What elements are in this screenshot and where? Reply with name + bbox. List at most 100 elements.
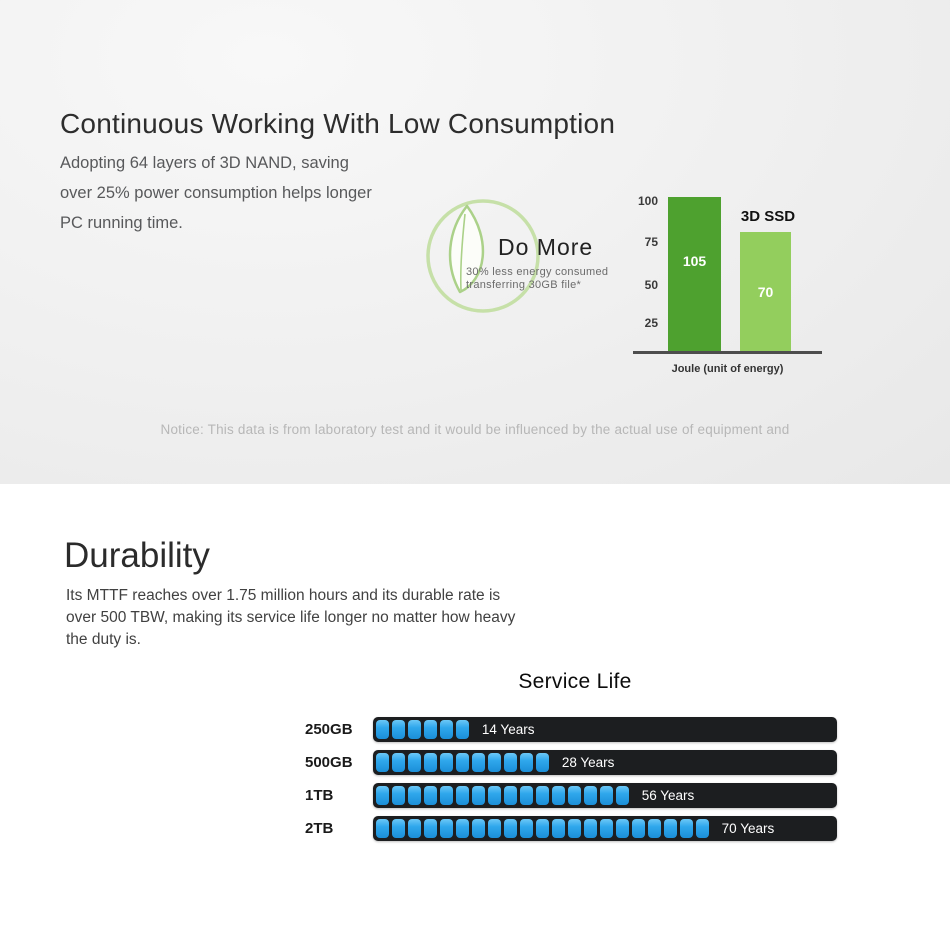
years-label: 56 Years [641, 788, 695, 803]
body-line: Adopting 64 layers of 3D NAND, saving [60, 154, 349, 172]
service-life-bar: 70 Years [373, 816, 837, 841]
battery-segment-icon [551, 819, 566, 838]
years-label: 14 Years [481, 722, 535, 737]
service-life-row: 1TB 56 Years [305, 783, 845, 808]
battery-segment-icon [439, 720, 454, 739]
do-more-badge: Do More 30% less energy consumed transfe… [420, 192, 620, 322]
durability-title: Durability [64, 536, 210, 575]
section-durability: Durability Its MTTF reaches over 1.75 mi… [0, 484, 950, 950]
capacity-label: 250GB [305, 721, 353, 738]
battery-segment-icon [391, 753, 406, 772]
body-line: over 500 TBW, making its service life lo… [66, 609, 516, 626]
battery-segment-icon [663, 819, 677, 838]
battery-segment-icon [519, 786, 534, 805]
body-line: Its MTTF reaches over 1.75 million hours… [66, 587, 501, 604]
battery-segment-icon [423, 720, 438, 739]
battery-segment-icon [503, 786, 518, 805]
battery-segment-icon [423, 819, 438, 838]
capacity-label: 1TB [305, 787, 334, 804]
battery-segment-icon [407, 753, 422, 772]
capacity-label: 2TB [305, 820, 334, 837]
body-line: the duty is. [66, 631, 141, 648]
service-life-chart: 250GB 14 Years 500GB 28 Years 1TB 56 Years 2TB… [305, 717, 845, 849]
energy-chart-ytick: 50 [644, 278, 658, 292]
battery-segment-icon [535, 819, 550, 838]
service-life-row: 500GB 28 Years [305, 750, 845, 775]
energy-chart-bar-value: 70 [757, 284, 774, 300]
section-body: Adopting 64 layers of 3D NAND, saving ov… [60, 148, 372, 238]
battery-segment-icon [615, 786, 629, 805]
service-life-row: 250GB 14 Years [305, 717, 845, 742]
battery-segment-icon [455, 819, 470, 838]
battery-segment-icon [391, 819, 406, 838]
battery-segment-icon [407, 786, 422, 805]
service-life-bar: 14 Years [373, 717, 837, 742]
battery-segment-icon [455, 720, 470, 739]
battery-segment-icon [695, 819, 709, 838]
body-line: PC running time. [60, 214, 183, 232]
years-label: 70 Years [721, 821, 775, 836]
battery-segment-icon [503, 819, 518, 838]
body-line: over 25% power consumption helps longer [60, 184, 372, 202]
battery-segment-icon [583, 786, 597, 805]
energy-chart-bar: 105 [668, 197, 721, 352]
energy-chart-bar: 70 [740, 232, 791, 352]
battery-segment-icon [471, 819, 486, 838]
service-life-bar: 56 Years [373, 783, 837, 808]
battery-segment-icon [439, 819, 454, 838]
years-label: 28 Years [561, 755, 615, 770]
section-title: Continuous Working With Low Consumption [60, 108, 616, 139]
do-more-headline: Do More [498, 234, 594, 260]
battery-segment-icon [631, 819, 645, 838]
section-low-consumption: Continuous Working With Low Consumption … [0, 0, 950, 484]
battery-segment-icon [376, 720, 390, 739]
battery-segment-icon [615, 819, 629, 838]
battery-segment-icon [487, 819, 502, 838]
battery-segment-icon [407, 819, 422, 838]
battery-segment-icon [487, 753, 502, 772]
battery-segment-icon [471, 753, 486, 772]
battery-segment-icon [519, 819, 534, 838]
energy-consumption-chart: 100 75 50 25 105 70 3D SSD Joule (unit of en… [633, 190, 825, 388]
battery-segment-icon [503, 753, 518, 772]
battery-segment-icon [647, 819, 661, 838]
energy-chart-x-label: Joule (unit of energy) [671, 363, 784, 375]
battery-segment-icon [376, 786, 390, 805]
battery-segment-icon [376, 753, 390, 772]
energy-chart-ytick: 25 [644, 316, 658, 330]
battery-segment-icon [423, 786, 438, 805]
battery-segment-icon [519, 753, 534, 772]
durability-body: Its MTTF reaches over 1.75 million hours… [66, 585, 515, 651]
battery-segment-icon [471, 786, 486, 805]
battery-segment-icon [567, 819, 581, 838]
battery-segment-icon [599, 786, 613, 805]
battery-segment-icon [455, 786, 470, 805]
battery-segment-icon [583, 819, 597, 838]
battery-segment-icon [391, 786, 406, 805]
battery-segment-icon [423, 753, 438, 772]
service-life-bar: 28 Years [373, 750, 837, 775]
battery-segment-icon [455, 753, 470, 772]
energy-chart-x-axis-line [633, 351, 822, 354]
battery-segment-icon [391, 720, 406, 739]
energy-chart-bar-value: 105 [682, 253, 707, 269]
battery-segment-icon [407, 720, 422, 739]
service-life-chart-title: Service Life [518, 670, 632, 693]
battery-segment-icon [551, 786, 566, 805]
service-life-row: 2TB 70 Years [305, 816, 845, 841]
battery-segment-icon [599, 819, 613, 838]
battery-segment-icon [439, 753, 454, 772]
battery-segment-icon [567, 786, 581, 805]
energy-chart-series-label: 3D SSD [740, 208, 796, 225]
battery-segment-icon [439, 786, 454, 805]
battery-segment-icon [376, 819, 390, 838]
battery-segment-icon [679, 819, 693, 838]
battery-segment-icon [535, 753, 550, 772]
battery-segment-icon [535, 786, 550, 805]
energy-chart-ytick: 75 [644, 235, 658, 249]
do-more-subtext: 30% less energy consumed transferring 30… [466, 266, 609, 291]
energy-chart-ytick: 100 [637, 194, 658, 208]
notice-text: Notice: This data is from laboratory tes… [160, 422, 790, 437]
capacity-label: 500GB [305, 754, 353, 771]
